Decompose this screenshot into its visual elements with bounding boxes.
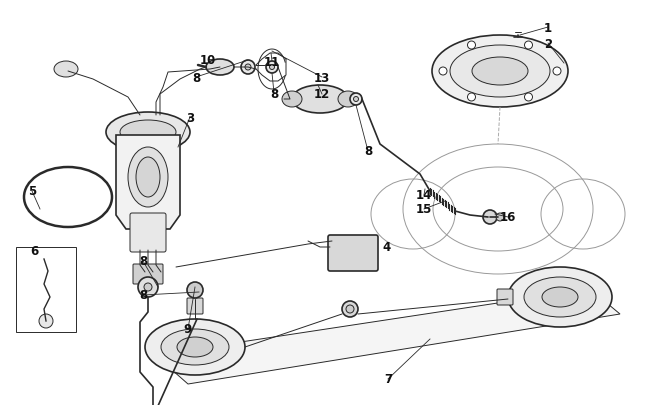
Ellipse shape: [524, 277, 596, 317]
Polygon shape: [116, 136, 180, 230]
Circle shape: [467, 42, 476, 50]
Circle shape: [138, 277, 158, 297]
Circle shape: [342, 301, 358, 317]
Text: 10: 10: [200, 53, 216, 66]
Ellipse shape: [472, 58, 528, 86]
Circle shape: [266, 62, 278, 74]
Circle shape: [525, 42, 532, 50]
Ellipse shape: [145, 319, 245, 375]
Circle shape: [496, 213, 504, 222]
Text: 2: 2: [544, 37, 552, 50]
Text: 6: 6: [30, 245, 38, 258]
FancyBboxPatch shape: [133, 264, 163, 284]
Text: 4: 4: [383, 241, 391, 254]
Polygon shape: [155, 289, 620, 384]
Text: 15: 15: [416, 203, 432, 216]
Circle shape: [241, 61, 255, 75]
Ellipse shape: [54, 62, 78, 78]
Circle shape: [270, 65, 274, 70]
Ellipse shape: [206, 60, 234, 76]
Ellipse shape: [177, 337, 213, 357]
Circle shape: [245, 65, 251, 71]
Ellipse shape: [338, 92, 358, 108]
FancyBboxPatch shape: [130, 213, 166, 252]
Text: 11: 11: [264, 55, 280, 68]
Text: 8: 8: [139, 255, 147, 268]
Circle shape: [439, 68, 447, 76]
Circle shape: [39, 314, 53, 328]
Text: 14: 14: [416, 189, 432, 202]
Text: 1: 1: [544, 21, 552, 34]
Text: 16: 16: [500, 211, 516, 224]
Text: 8: 8: [270, 87, 278, 100]
Ellipse shape: [106, 113, 190, 153]
Circle shape: [467, 94, 476, 102]
FancyBboxPatch shape: [187, 298, 203, 314]
Text: 8: 8: [364, 145, 372, 158]
Ellipse shape: [120, 121, 176, 145]
Text: 7: 7: [384, 373, 392, 386]
FancyBboxPatch shape: [328, 235, 378, 271]
Ellipse shape: [542, 287, 578, 307]
Circle shape: [354, 97, 359, 102]
Ellipse shape: [432, 36, 568, 108]
Circle shape: [346, 305, 354, 313]
Text: 9: 9: [184, 323, 192, 336]
Ellipse shape: [450, 46, 550, 98]
Ellipse shape: [292, 86, 348, 114]
Text: 13: 13: [314, 71, 330, 84]
Text: 12: 12: [314, 88, 330, 101]
FancyBboxPatch shape: [497, 289, 513, 305]
Ellipse shape: [128, 148, 168, 207]
Text: 3: 3: [186, 111, 194, 124]
Circle shape: [187, 282, 203, 298]
Text: 5: 5: [28, 185, 36, 198]
Ellipse shape: [161, 329, 229, 365]
Circle shape: [525, 94, 532, 102]
Text: 8: 8: [192, 71, 200, 84]
Text: 8: 8: [139, 289, 147, 302]
Circle shape: [350, 94, 362, 106]
Circle shape: [144, 284, 152, 291]
Ellipse shape: [282, 92, 302, 108]
Ellipse shape: [508, 267, 612, 327]
Ellipse shape: [136, 158, 160, 198]
Circle shape: [553, 68, 561, 76]
Circle shape: [483, 211, 497, 224]
